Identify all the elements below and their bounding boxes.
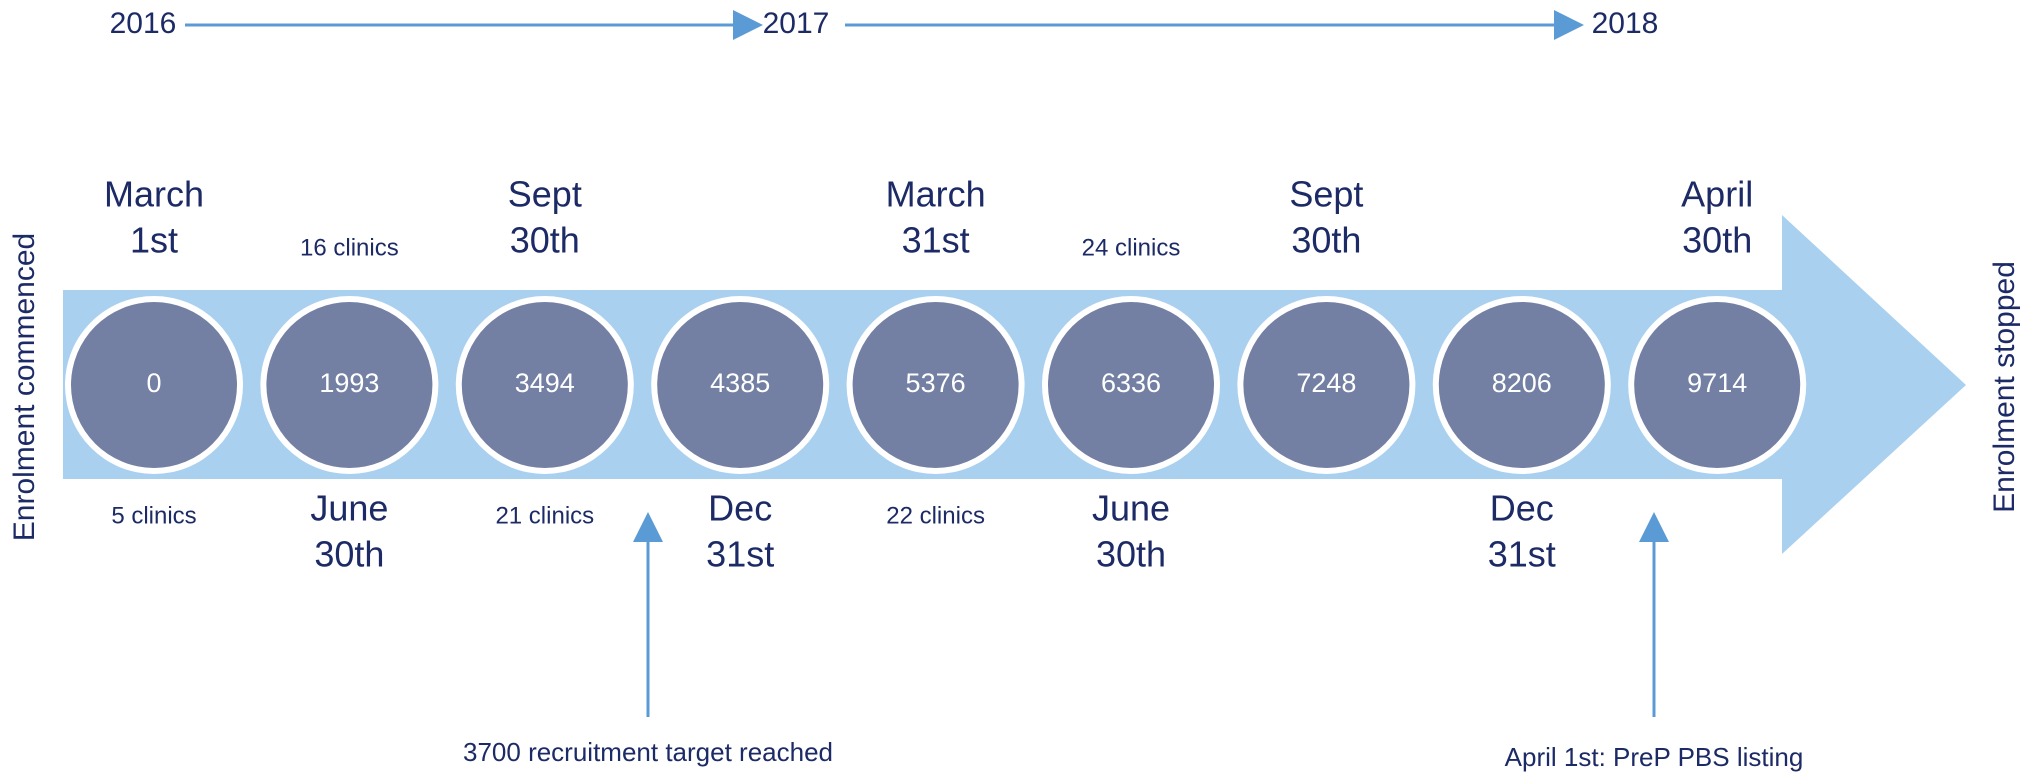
start-label: Enrolment commenced <box>8 233 41 541</box>
clinic-count: 5 clinics <box>111 502 196 529</box>
enrolment-count: 5376 <box>906 368 966 398</box>
milestone-circle <box>657 302 824 468</box>
enrolment-count: 4385 <box>710 368 770 398</box>
milestone-circle <box>461 302 628 468</box>
clinic-count: 16 clinics <box>300 234 399 261</box>
milestone-date: 30th <box>1096 534 1166 575</box>
milestone-date: 31st <box>902 220 970 261</box>
annotation: April 1st: PreP PBS listing <box>1505 742 1804 772</box>
milestone-date: Dec <box>1490 488 1554 529</box>
clinic-count: 22 clinics <box>886 502 985 529</box>
milestone-date: 30th <box>510 220 580 261</box>
enrolment-count: 0 <box>146 368 161 398</box>
milestone-date: 31st <box>706 534 774 575</box>
year-label: 2016 <box>110 7 177 40</box>
milestone-date: April <box>1681 174 1753 215</box>
enrolment-count: 9714 <box>1687 368 1747 398</box>
milestone-circle <box>1243 302 1410 468</box>
enrolment-count: 1993 <box>319 368 379 398</box>
milestone-circle <box>266 302 433 468</box>
milestone-date: 30th <box>1291 220 1361 261</box>
milestone-date: Dec <box>708 488 772 529</box>
milestone-date: Sept <box>508 174 582 215</box>
milestone-date: June <box>310 488 388 529</box>
enrolment-count: 7248 <box>1296 368 1356 398</box>
milestone-circle <box>1634 302 1801 468</box>
annotation: 3700 recruitment target reached <box>463 737 833 767</box>
milestone-circle <box>71 302 237 468</box>
milestone-date: 1st <box>130 220 178 261</box>
milestone-circle <box>852 302 1019 468</box>
milestone-date: March <box>886 174 986 215</box>
milestone-date: March <box>104 174 204 215</box>
year-label: 2018 <box>1592 7 1659 40</box>
milestone-circle <box>1048 302 1214 468</box>
year-label: 2017 <box>763 7 830 40</box>
enrolment-count: 6336 <box>1101 368 1161 398</box>
enrolment-count: 3494 <box>515 368 575 398</box>
clinic-count: 21 clinics <box>495 502 594 529</box>
clinic-count: 24 clinics <box>1082 234 1181 261</box>
milestone-date: June <box>1092 488 1170 529</box>
milestone-date: Sept <box>1289 174 1363 215</box>
milestone-date: 31st <box>1488 534 1556 575</box>
milestone-circle <box>1438 302 1605 468</box>
enrolment-count: 8206 <box>1492 368 1552 398</box>
milestone-date: 30th <box>1682 220 1752 261</box>
end-label: Enrolment stopped <box>1988 261 2021 513</box>
milestone-date: 30th <box>314 534 384 575</box>
